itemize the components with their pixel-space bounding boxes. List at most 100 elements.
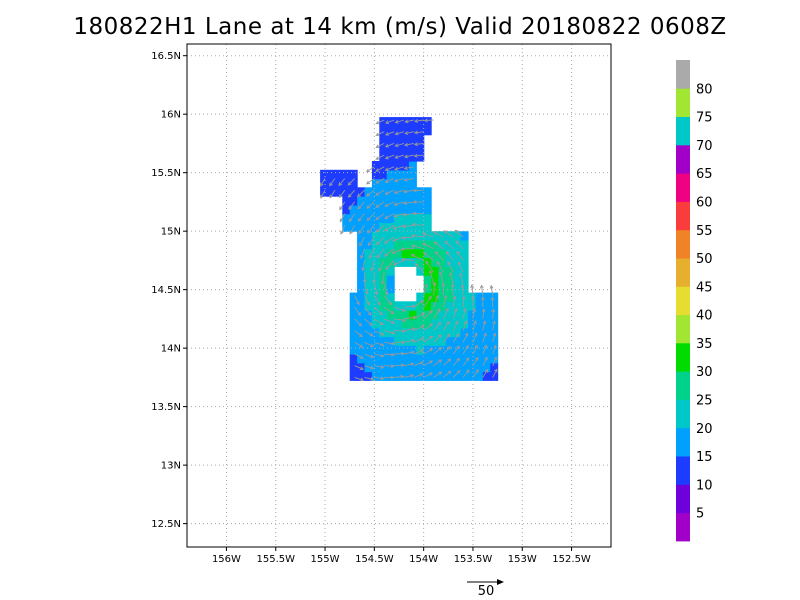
wind-speed-cell xyxy=(401,125,410,136)
wind-vector xyxy=(423,295,432,308)
wind-speed-cell xyxy=(468,345,476,355)
latitude-tick-label: 16N xyxy=(161,110,181,121)
wind-speed-cell xyxy=(460,239,469,250)
wind-vector xyxy=(364,283,369,295)
wind-speed-cell xyxy=(386,125,395,136)
wind-speed-cell xyxy=(438,354,447,364)
wind-speed-cell xyxy=(371,187,380,197)
colorbar-label: 25 xyxy=(696,394,713,409)
wind-speed-cell xyxy=(364,354,373,364)
wind-vector xyxy=(394,166,405,171)
wind-vector xyxy=(479,284,484,296)
colorbar: 5 10 15 20 25 30 35 40 45 50 55 60 65 70 75 80 xyxy=(676,60,713,542)
wind-vector xyxy=(400,257,414,262)
wind-speed-cell xyxy=(468,301,476,311)
wind-speed-cell xyxy=(386,204,395,215)
wind-speed-cell xyxy=(423,336,432,346)
wind-vector xyxy=(443,358,452,367)
wind-vector xyxy=(370,260,375,272)
wind-vector xyxy=(460,283,465,296)
wind-speed-cell xyxy=(460,301,469,311)
colorbar-swatch xyxy=(676,371,690,400)
wind-speed-cell xyxy=(423,354,432,364)
wind-speed-cell xyxy=(475,327,484,338)
wind-speed-cell xyxy=(379,354,388,364)
wind-speed-cell xyxy=(416,336,425,346)
wind-speed-cell xyxy=(460,345,469,355)
colorbar-label: 5 xyxy=(696,507,704,522)
wind-speed-cell xyxy=(334,178,343,188)
wind-speed-cell xyxy=(371,248,380,259)
wind-speed-cell xyxy=(416,117,425,127)
wind-vector xyxy=(375,189,385,196)
wind-speed-cell xyxy=(423,283,432,294)
wind-speed-cell xyxy=(371,301,380,311)
wind-vector xyxy=(367,236,375,247)
wind-vector xyxy=(459,272,464,284)
wind-speed-cell xyxy=(482,371,491,381)
wind-speed-cell xyxy=(445,354,454,364)
wind-speed-cell xyxy=(431,301,439,311)
latitude-tick-label: 15N xyxy=(161,227,181,238)
wind-speed-cell xyxy=(364,231,373,241)
wind-speed-cell xyxy=(490,301,499,311)
wind-speed-cell xyxy=(482,301,491,311)
latitude-tick-label: 12.5N xyxy=(151,519,181,530)
wind-vector xyxy=(482,344,488,355)
wind-speed-cell xyxy=(394,336,403,346)
colorbar-swatch xyxy=(676,314,690,344)
wind-speed-cell xyxy=(357,292,366,302)
wind-speed-cell xyxy=(416,152,425,162)
wind-speed-cell xyxy=(320,178,329,188)
wind-speed-cell xyxy=(431,354,439,364)
wind-vector xyxy=(423,283,428,296)
wind-speed-cell xyxy=(453,354,462,364)
wind-speed-cell xyxy=(438,318,447,329)
wind-speed-cell xyxy=(334,187,343,197)
wind-vector xyxy=(348,201,355,211)
wind-vector xyxy=(393,178,405,183)
wind-speed-cell xyxy=(438,257,447,267)
wind-vector xyxy=(452,332,460,343)
colorbar-swatch xyxy=(676,512,690,542)
wind-vector xyxy=(413,361,424,367)
wind-speed-cell xyxy=(416,196,425,206)
wind-speed-cell xyxy=(371,196,380,206)
wind-speed-cell xyxy=(379,310,388,320)
wind-vector xyxy=(413,153,424,158)
wind-speed-cell xyxy=(408,222,417,232)
wind-vector xyxy=(366,201,375,209)
wind-vector xyxy=(403,373,415,378)
wind-speed-cell xyxy=(386,345,395,355)
colorbar-swatch xyxy=(676,144,690,174)
wind-speed-cell xyxy=(475,318,484,329)
wind-speed-cell xyxy=(364,187,373,197)
wind-vector xyxy=(443,346,451,355)
wind-speed-cell xyxy=(475,301,484,311)
wind-speed-cell xyxy=(490,292,499,302)
wind-vector xyxy=(375,142,385,148)
wind-speed-cell xyxy=(349,327,358,338)
colorbar-label: 65 xyxy=(696,167,713,182)
wind-vector xyxy=(375,224,385,233)
wind-vector xyxy=(394,131,405,136)
wind-vector xyxy=(480,296,485,308)
wind-speed-cell xyxy=(431,257,439,267)
wind-speed-cell xyxy=(423,318,432,329)
wind-speed-cell xyxy=(423,371,432,381)
wind-vector xyxy=(394,142,405,148)
wind-vector xyxy=(462,320,468,331)
wind-speed-cell xyxy=(482,336,491,346)
wind-speed-cell xyxy=(408,117,417,127)
wind-speed-cell xyxy=(460,336,469,346)
wind-speed-cell xyxy=(445,239,454,250)
wind-vector xyxy=(482,356,488,366)
wind-vector xyxy=(400,247,414,251)
longitude-tick-label: 156W xyxy=(212,554,241,565)
wind-speed-cell xyxy=(438,283,447,294)
wind-speed-cell xyxy=(408,169,417,180)
wind-speed-cell xyxy=(453,266,462,276)
wind-speed-cell xyxy=(394,310,403,320)
wind-vector xyxy=(403,142,414,147)
wind-speed-cell xyxy=(445,318,454,329)
